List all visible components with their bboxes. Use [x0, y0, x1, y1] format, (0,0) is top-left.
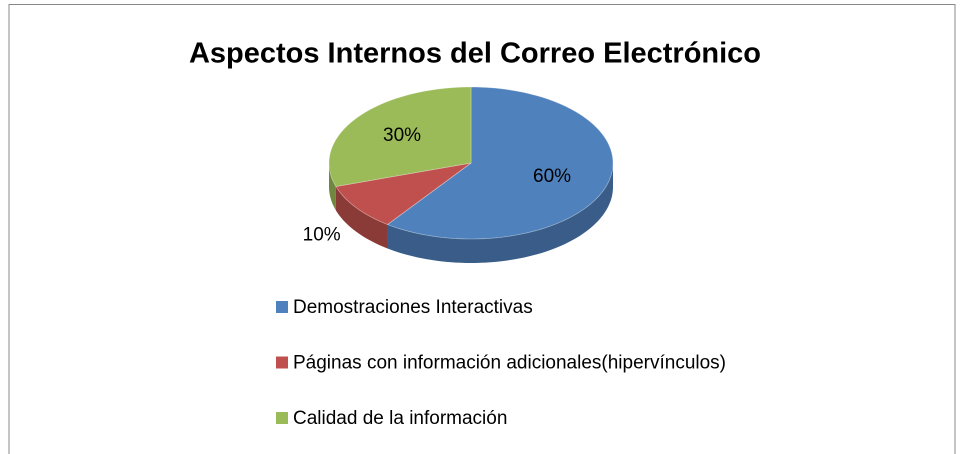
chart-title: Aspectos Internos del Correo Electrónico: [189, 38, 761, 70]
data-label: 30%: [383, 125, 421, 146]
pie-slice: [335, 162, 472, 225]
legend-swatch: [276, 412, 288, 424]
legend-swatch: [276, 356, 288, 369]
pie-slice-side: [329, 163, 336, 211]
pie-slice: [386, 86, 614, 240]
legend-swatch: [276, 301, 288, 313]
legend-label: Páginas con información adicionales(hipe…: [293, 353, 726, 374]
legend-label: Calidad de la información: [293, 408, 507, 429]
pie-slice-side: [335, 186, 388, 249]
data-label: 10%: [303, 224, 341, 245]
pie-slice-side: [387, 163, 613, 263]
pie-slice: [328, 86, 472, 187]
data-label: 60%: [533, 166, 571, 187]
legend-label: Demostraciones Interactivas: [293, 297, 533, 318]
